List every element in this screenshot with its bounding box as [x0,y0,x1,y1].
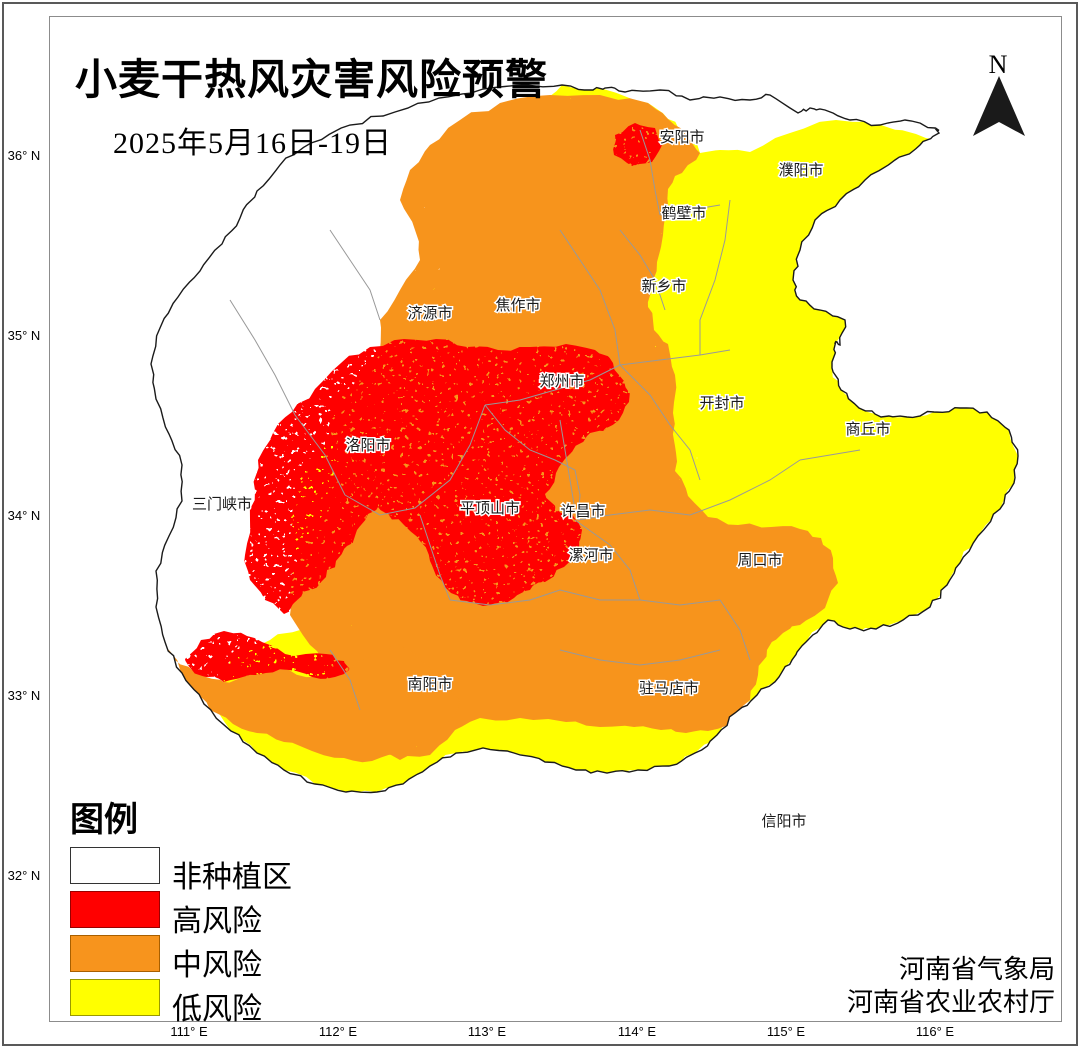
svg-text:商丘市: 商丘市 [845,421,890,438]
svg-text:信阳市: 信阳市 [761,813,806,830]
svg-text:三门峡市: 三门峡市 [192,496,252,513]
svg-text:漯河市: 漯河市 [568,547,613,564]
svg-text:鹤壁市: 鹤壁市 [661,205,706,222]
svg-text:濮阳市: 濮阳市 [778,162,823,179]
svg-text:南阳市: 南阳市 [407,676,452,693]
svg-text:开封市: 开封市 [699,395,744,412]
svg-text:焦作市: 焦作市 [495,297,540,314]
svg-text:许昌市: 许昌市 [560,503,605,520]
svg-text:平顶山市: 平顶山市 [460,500,520,517]
svg-text:新乡市: 新乡市 [641,278,686,295]
svg-text:洛阳市: 洛阳市 [345,437,390,454]
svg-text:郑州市: 郑州市 [539,373,584,390]
svg-text:驻马店市: 驻马店市 [639,680,699,697]
svg-text:济源市: 济源市 [407,305,452,322]
svg-text:周口市: 周口市 [737,552,782,569]
svg-text:安阳市: 安阳市 [659,129,704,146]
